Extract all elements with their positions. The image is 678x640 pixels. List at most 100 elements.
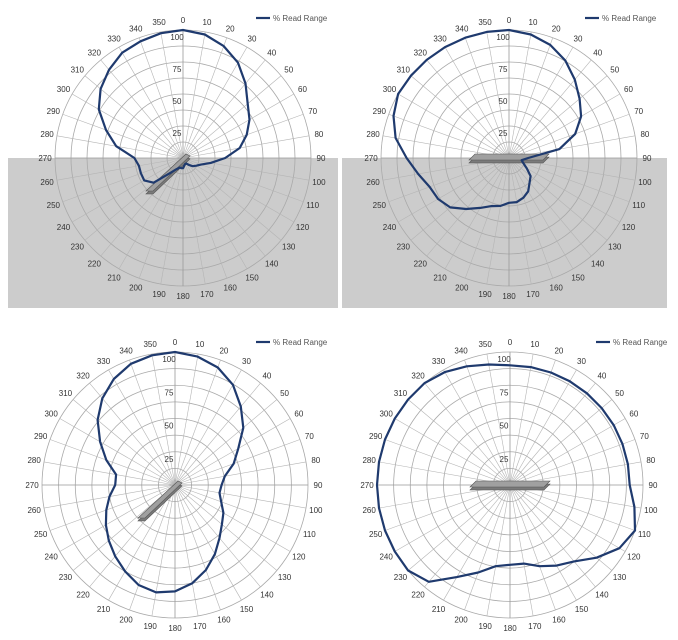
angle-tick-label: 30 bbox=[574, 34, 583, 43]
spoke-line bbox=[509, 484, 556, 611]
spoke-line bbox=[384, 484, 511, 531]
shaded-region bbox=[8, 158, 338, 308]
angle-tick-label: 160 bbox=[550, 284, 564, 293]
spoke-line bbox=[174, 484, 307, 509]
spoke-line bbox=[56, 135, 184, 159]
angle-tick-label: 10 bbox=[530, 340, 539, 349]
radial-tick-label: 100 bbox=[497, 355, 511, 364]
spoke-line bbox=[508, 75, 608, 159]
angle-tick-label: 200 bbox=[455, 284, 469, 293]
angle-tick-label: 270 bbox=[360, 481, 374, 490]
spoke-line bbox=[62, 113, 184, 159]
angle-tick-label: 320 bbox=[411, 371, 425, 380]
spoke-line bbox=[509, 439, 636, 486]
angle-tick-label: 90 bbox=[643, 154, 652, 163]
spoke-line bbox=[424, 484, 511, 588]
angle-tick-label: 10 bbox=[195, 340, 204, 349]
angle-tick-label: 230 bbox=[71, 243, 85, 252]
series-line-read-range bbox=[392, 28, 583, 211]
angle-tick-label: 100 bbox=[309, 506, 323, 515]
spoke-line bbox=[129, 359, 176, 486]
spoke-line bbox=[388, 157, 510, 203]
spoke-line bbox=[426, 157, 510, 257]
polar-chart-2: 0 10 20 30 40 50 60 70 80 90 100 110 120 130 140 150 160… bbox=[342, 8, 667, 308]
angle-tick-label: 200 bbox=[454, 615, 468, 624]
spoke-line bbox=[49, 484, 176, 531]
series-line-read-range bbox=[97, 28, 251, 184]
spoke-line bbox=[59, 484, 176, 552]
spoke-line bbox=[174, 484, 291, 552]
angle-tick-label: 100 bbox=[312, 178, 326, 187]
spoke-line bbox=[508, 157, 608, 241]
spoke-line bbox=[72, 399, 176, 486]
spoke-line bbox=[138, 157, 184, 279]
spoke-line bbox=[174, 484, 242, 601]
angle-tick-label: 110 bbox=[638, 530, 651, 539]
radial-tick-label: 100 bbox=[496, 33, 510, 42]
polar-chart-svg: 0 10 20 30 40 50 60 70 80 90 100 110 120 130 140 150 160… bbox=[360, 338, 667, 633]
radial-tick-label: 25 bbox=[500, 455, 509, 464]
spoke-line bbox=[71, 93, 184, 159]
angle-tick-label: 240 bbox=[57, 223, 71, 232]
angle-tick-label: 150 bbox=[575, 605, 589, 614]
spoke-line bbox=[486, 157, 510, 285]
angle-tick-label: 220 bbox=[414, 260, 428, 269]
spoke-line bbox=[160, 31, 184, 159]
angle-tick-label: 180 bbox=[502, 292, 516, 301]
angle-tick-label: 230 bbox=[397, 243, 411, 252]
spoke-line bbox=[174, 399, 278, 486]
radial-tick-label: 100 bbox=[170, 33, 184, 42]
angle-tick-label: 120 bbox=[296, 223, 310, 232]
angle-tick-label: 170 bbox=[526, 290, 540, 299]
spoke-line bbox=[160, 157, 184, 285]
angle-tick-label: 20 bbox=[226, 24, 235, 33]
angle-tick-label: 310 bbox=[397, 65, 411, 74]
angle-tick-label: 280 bbox=[362, 456, 376, 465]
angle-tick-label: 10 bbox=[529, 18, 538, 27]
angle-tick-label: 160 bbox=[217, 615, 231, 624]
angle-tick-label: 40 bbox=[267, 48, 276, 57]
angle-tick-label: 20 bbox=[554, 347, 563, 356]
angle-tick-label: 130 bbox=[278, 573, 292, 582]
spoke-line bbox=[509, 369, 577, 486]
angle-tick-label: 320 bbox=[88, 48, 102, 57]
angle-tick-label: 40 bbox=[597, 371, 606, 380]
angle-tick-label: 0 bbox=[181, 16, 186, 25]
angle-tick-label: 250 bbox=[47, 201, 61, 210]
angle-tick-label: 100 bbox=[638, 178, 652, 187]
angle-tick-label: 190 bbox=[478, 622, 492, 631]
angle-tick-label: 190 bbox=[143, 622, 157, 631]
spoke-line bbox=[174, 484, 199, 617]
spoke-line bbox=[174, 484, 278, 571]
angle-tick-label: 20 bbox=[219, 347, 228, 356]
spoke-line bbox=[384, 439, 511, 486]
angle-tick-label: 230 bbox=[59, 573, 73, 582]
angle-tick-label: 50 bbox=[615, 389, 624, 398]
spoke-line bbox=[394, 484, 511, 552]
spoke-line bbox=[129, 484, 176, 611]
angle-tick-label: 50 bbox=[280, 389, 289, 398]
angle-tick-label: 70 bbox=[308, 107, 317, 116]
spoke-line bbox=[174, 359, 221, 486]
angle-tick-label: 250 bbox=[373, 201, 387, 210]
angle-tick-label: 350 bbox=[143, 340, 157, 349]
spoke-line bbox=[174, 353, 199, 486]
spoke-line bbox=[509, 484, 636, 531]
radial-tick-label: 50 bbox=[500, 422, 509, 431]
angle-tick-label: 170 bbox=[193, 622, 207, 631]
spoke-line bbox=[182, 135, 310, 159]
spoke-line bbox=[174, 484, 301, 531]
spoke-line bbox=[509, 484, 534, 617]
polar-chart-svg: 0 10 20 30 40 50 60 70 80 90 100 110 120 130 140 150 160… bbox=[25, 338, 327, 633]
angle-tick-label: 300 bbox=[57, 85, 71, 94]
spoke-line bbox=[388, 113, 510, 159]
angle-tick-label: 330 bbox=[97, 357, 111, 366]
spoke-line bbox=[182, 157, 310, 181]
spoke-line bbox=[509, 353, 534, 486]
spoke-line bbox=[118, 157, 184, 270]
polar-chart-3: 0 10 20 30 40 50 60 70 80 90 100 110 120 130 140 150 160… bbox=[8, 332, 338, 633]
angle-tick-label: 90 bbox=[649, 481, 658, 490]
spoke-line bbox=[182, 93, 295, 159]
angle-tick-label: 220 bbox=[411, 591, 425, 600]
spoke-line bbox=[182, 59, 266, 159]
